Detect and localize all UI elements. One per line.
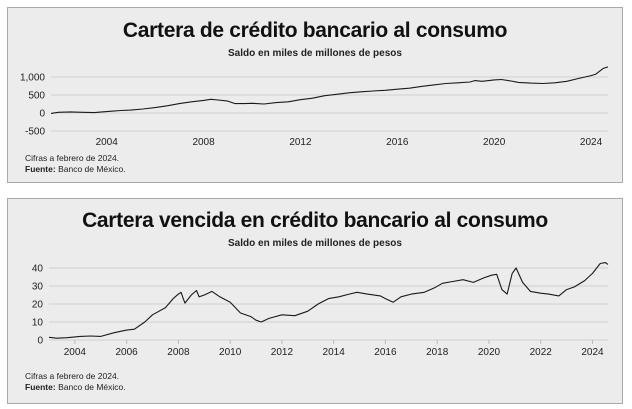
x-tick-label: 2008 [192,137,215,148]
x-tick-label: 2004 [96,137,119,148]
series-line [48,262,609,339]
y-tick-label: -500 [25,127,45,138]
x-tick-label: 2010 [219,347,242,358]
x-tick-label: 2024 [580,137,603,148]
source-label: Fuente: [25,164,56,174]
x-tick-label: 2012 [271,347,294,358]
source-line: Fuente: Banco de México. [25,382,126,393]
x-tick-label: 2020 [483,137,506,148]
x-tick-label: 2018 [426,347,449,358]
chart-note: Cifras a febrero de 2024. Fuente: Banco … [25,371,126,393]
chart-panel-vencida: Cartera vencida en crédito bancario al c… [7,198,623,404]
y-tick-label: 10 [32,318,44,329]
source-line: Fuente: Banco de México. [25,164,126,175]
x-tick-label: 2024 [581,347,604,358]
y-tick-label: 40 [32,264,44,275]
source-label: Fuente: [25,382,56,392]
y-tick-label: 20 [32,300,44,311]
x-tick-label: 2008 [167,347,190,358]
x-tick-label: 2016 [386,137,409,148]
chart-panel-credito: Cartera de crédito bancario al consumo S… [7,7,623,183]
x-tick-label: 2014 [323,347,346,358]
chart-title: Cartera de crédito bancario al consumo [122,19,508,42]
series-line [50,66,609,114]
source-text: Banco de México. [55,382,126,392]
x-tick-label: 2006 [116,347,139,358]
chart-note: Cifras a febrero de 2024. Fuente: Banco … [25,153,126,175]
x-tick-label: 2016 [374,347,397,358]
x-tick-label: 2020 [478,347,501,358]
source-text: Banco de México. [55,164,126,174]
note-text: Cifras a febrero de 2024. [25,371,120,381]
y-tick-label: 500 [28,91,45,102]
note-text: Cifras a febrero de 2024. [25,153,120,163]
y-tick-label: 1,000 [20,73,45,84]
y-tick-label: 0 [37,336,43,347]
x-tick-label: 2022 [530,347,553,358]
chart-subtitle: Saldo en miles de millones de pesos [228,48,402,59]
chart-subtitle: Saldo en miles de millones de pesos [228,238,402,249]
chart-title: Cartera vencida en crédito bancario al c… [82,209,548,232]
y-tick-label: 0 [39,109,45,120]
y-tick-label: 30 [32,282,44,293]
x-tick-label: 2004 [64,347,87,358]
x-tick-label: 2012 [289,137,312,148]
chart-credito: 1,000 500 0 -500 2004 2008 2012 2016 2020 2024 [20,66,609,148]
